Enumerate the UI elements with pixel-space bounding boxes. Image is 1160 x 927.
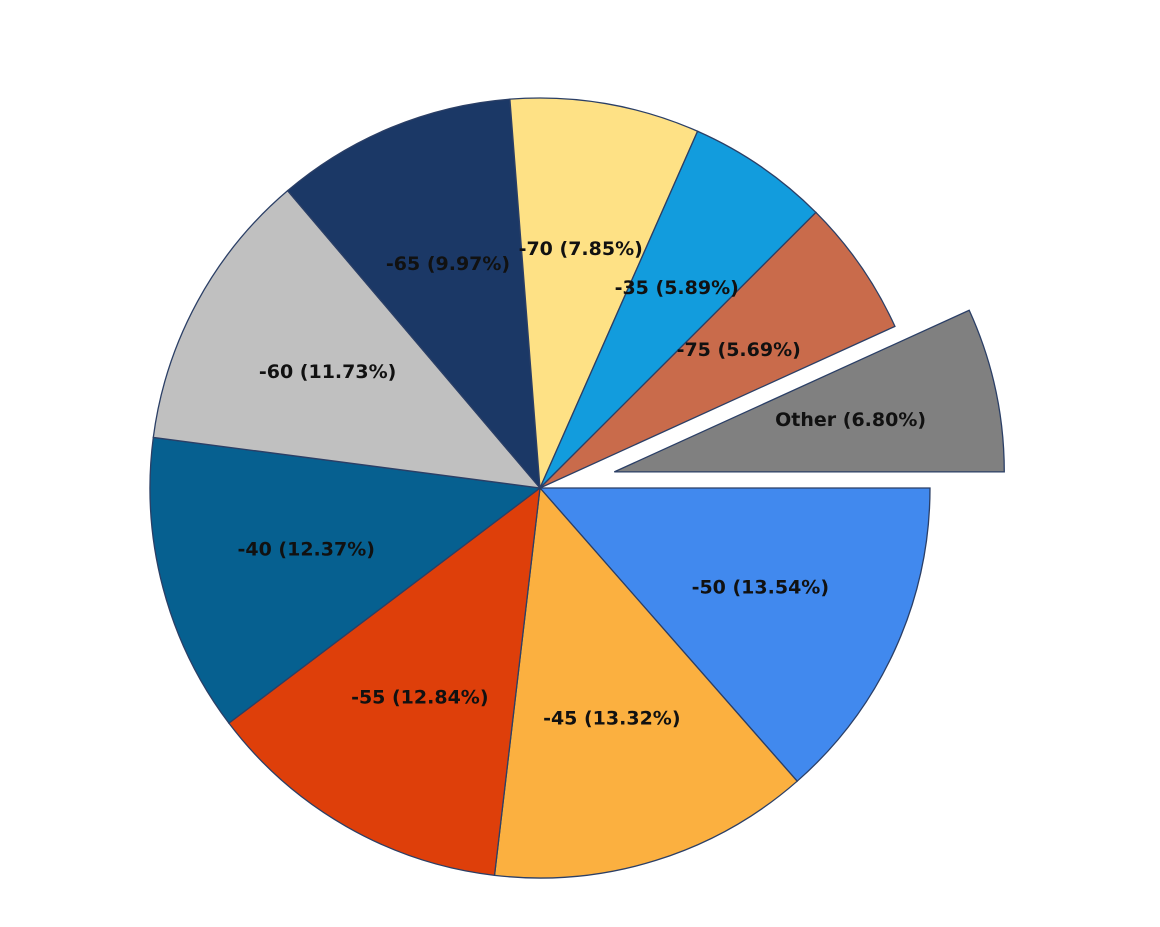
slice-label-neg65: -65 (9.97%) xyxy=(386,253,510,275)
pie-slice-neg40 xyxy=(149,436,542,725)
pie-slice-other xyxy=(614,309,1005,473)
pie-slice-neg65 xyxy=(286,98,541,490)
slice-label-neg70: -70 (7.85%) xyxy=(519,238,643,260)
slice-label-neg50: -50 (13.54%) xyxy=(692,576,829,598)
slice-label-neg55: -55 (12.84%) xyxy=(351,686,488,708)
pie-slice-neg70 xyxy=(509,97,699,489)
slice-label-neg45: -45 (13.32%) xyxy=(543,707,680,729)
pie-slice-neg50 xyxy=(538,487,931,783)
pie-slice-neg35 xyxy=(539,130,817,489)
pie-labels: -50 (13.54%) -45 (13.32%) -55 (12.84%) -40 … xyxy=(237,238,926,729)
pie-slice-neg55 xyxy=(227,486,541,877)
pie-slices xyxy=(149,97,1005,879)
pie-slice-neg75 xyxy=(539,211,896,489)
pie-slice-neg45 xyxy=(493,486,799,879)
slice-label-other: Other (6.80%) xyxy=(775,409,926,431)
slice-label-neg60: -60 (11.73%) xyxy=(259,361,396,383)
pie-slice-neg60 xyxy=(152,189,542,489)
slice-label-neg75: -75 (5.69%) xyxy=(677,339,801,361)
slice-label-neg35: -35 (5.89%) xyxy=(615,277,739,299)
slice-label-neg40: -40 (12.37%) xyxy=(237,538,374,560)
